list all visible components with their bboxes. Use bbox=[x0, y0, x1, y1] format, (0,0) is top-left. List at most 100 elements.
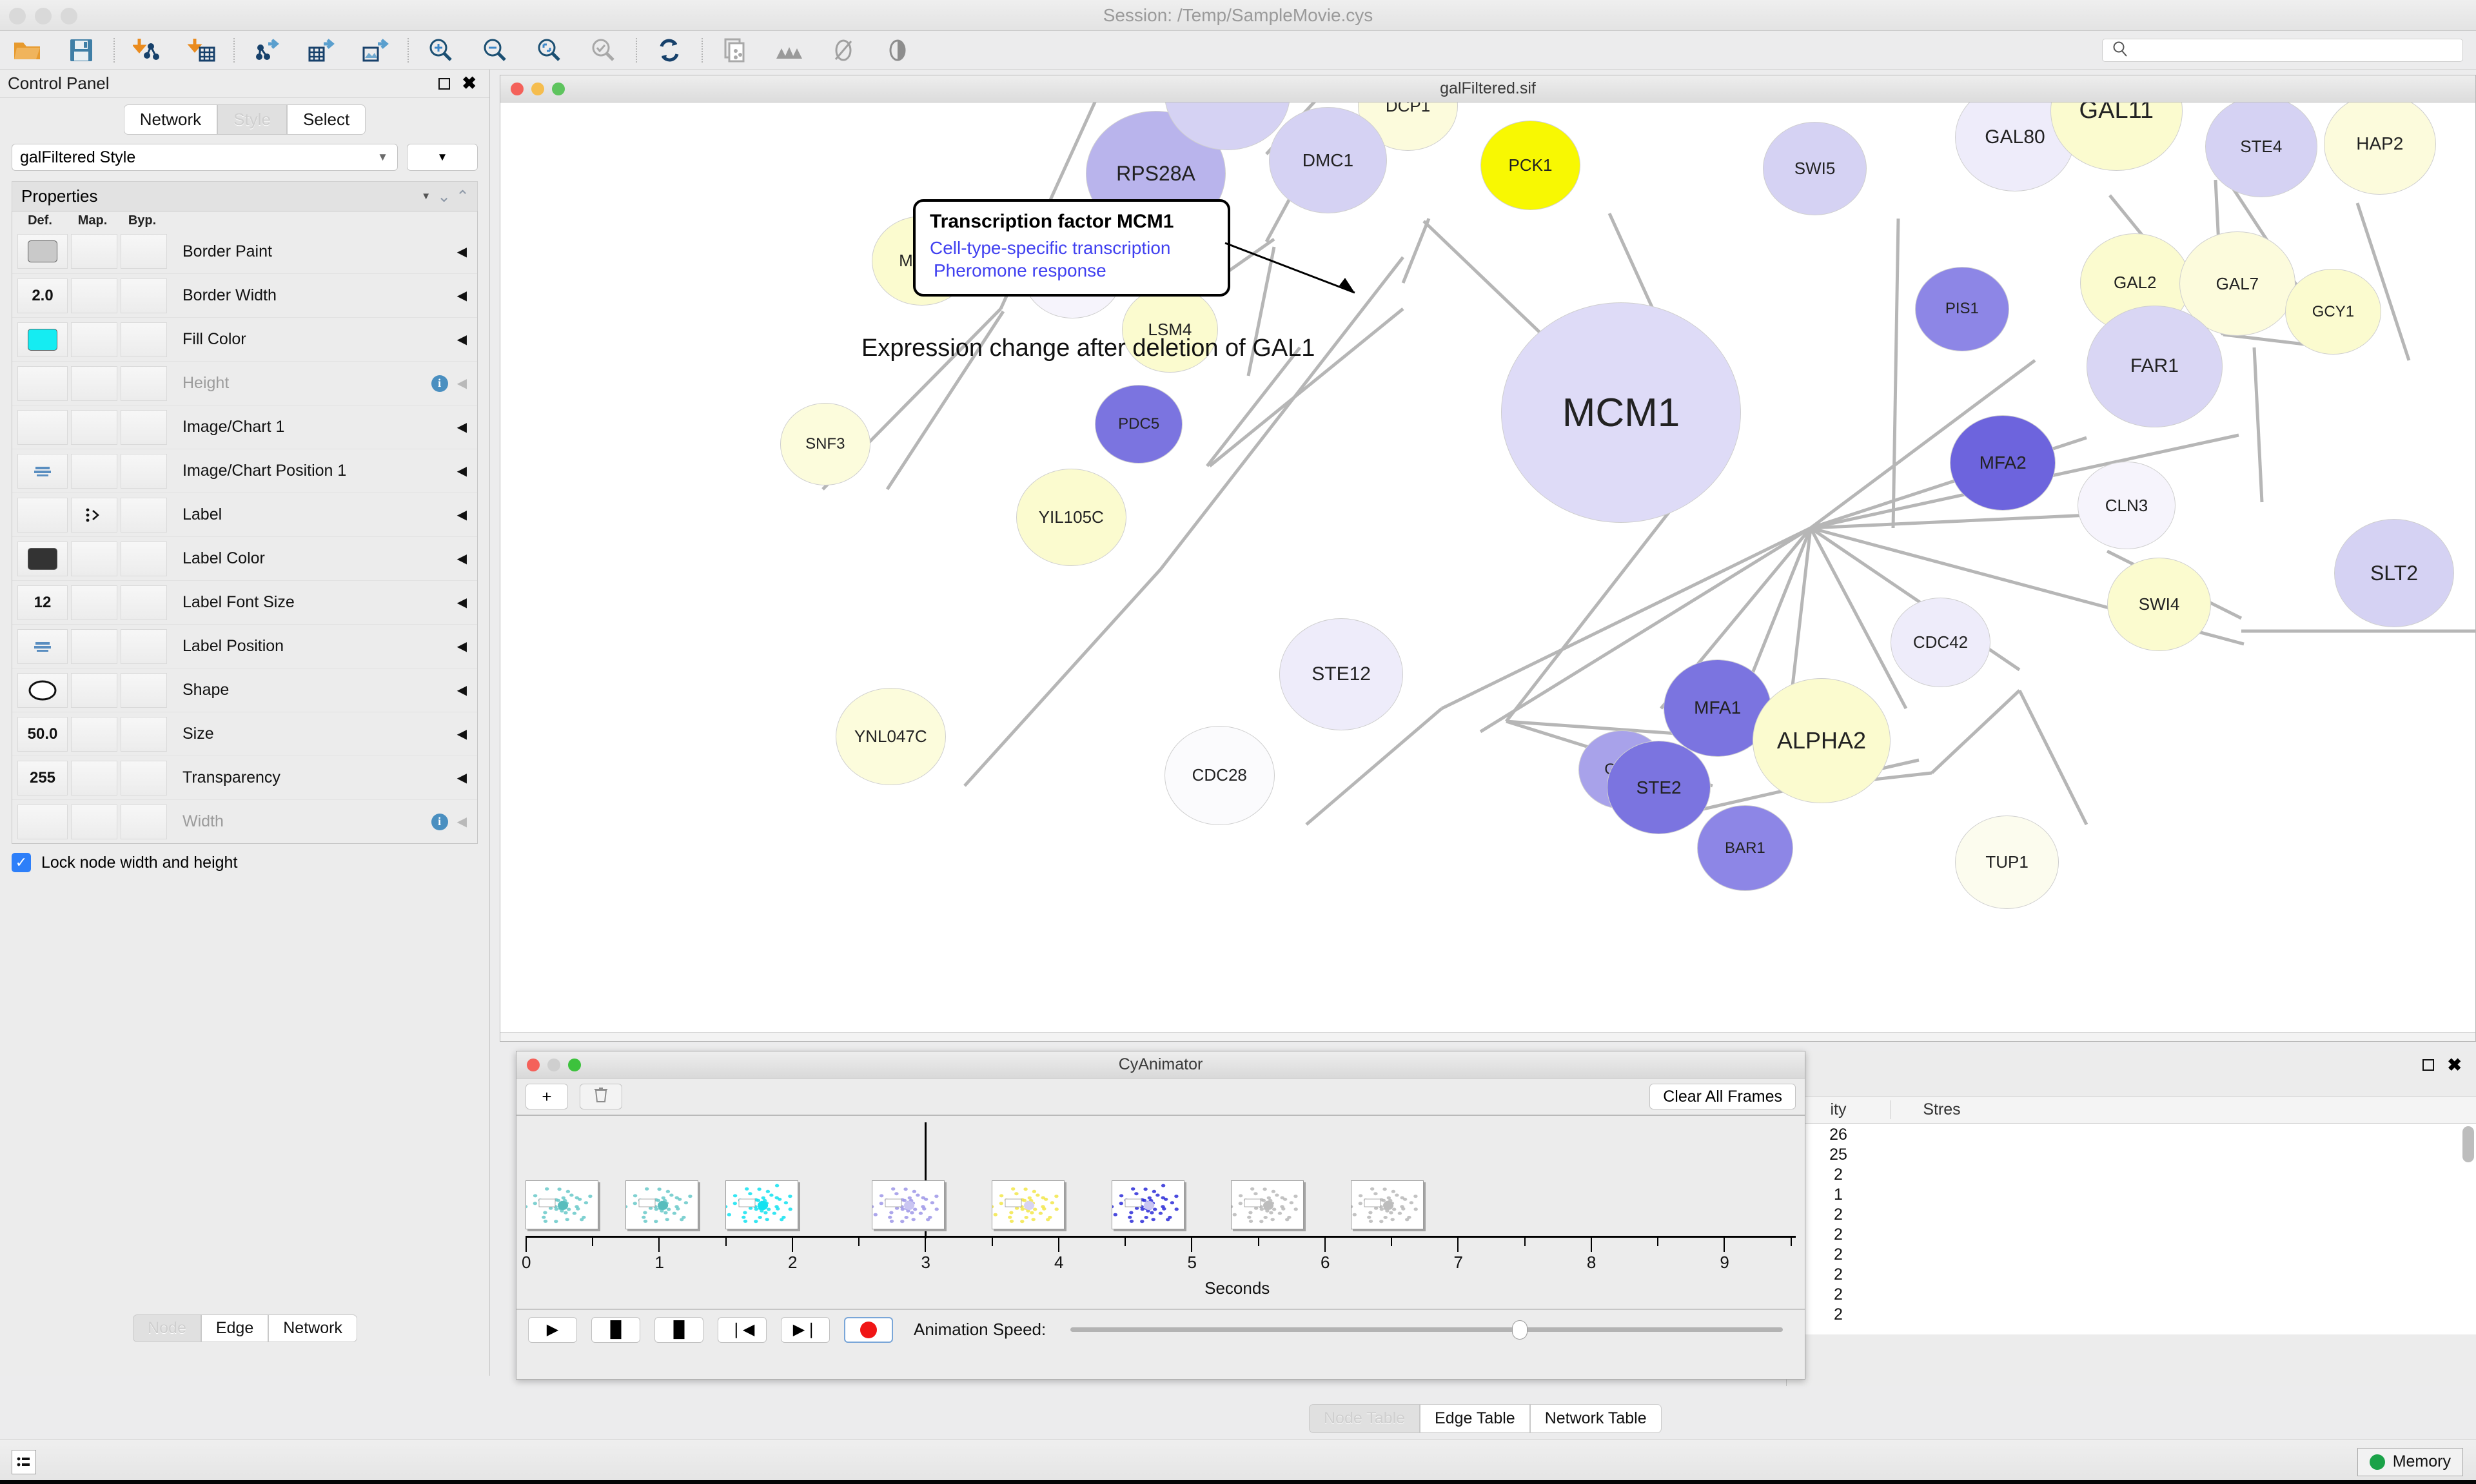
timeline-frame[interactable] bbox=[725, 1180, 798, 1229]
mcm1-annotation[interactable]: Transcription factor MCM1 Cell-type-spec… bbox=[913, 199, 1230, 297]
timeline-frame[interactable] bbox=[1111, 1180, 1184, 1229]
property-mapping-cell[interactable] bbox=[71, 672, 117, 708]
maximize-window-dot[interactable] bbox=[552, 83, 565, 95]
property-bypass-cell[interactable] bbox=[121, 278, 167, 313]
search-input[interactable] bbox=[2102, 39, 2463, 62]
maximize-window-dot[interactable] bbox=[568, 1059, 581, 1071]
refresh-icon[interactable] bbox=[642, 31, 696, 70]
property-row[interactable]: 255 Transparency ◀ bbox=[12, 756, 477, 799]
prev-frame-button[interactable]: ❘◀ bbox=[718, 1316, 767, 1343]
network-node[interactable]: ALPHA2 bbox=[1753, 678, 1891, 804]
property-row[interactable]: Label ◀ bbox=[12, 493, 477, 536]
pause-button[interactable]: ▐▌ bbox=[591, 1316, 640, 1343]
expand-property-arrow[interactable]: ◀ bbox=[457, 333, 467, 347]
close-window-dot[interactable] bbox=[527, 1059, 540, 1071]
network-node[interactable]: PDC5 bbox=[1095, 385, 1183, 464]
table-cell[interactable]: 26 bbox=[1829, 1126, 1847, 1144]
memory-status-button[interactable]: Memory bbox=[2357, 1447, 2463, 1476]
float-panel-icon[interactable] bbox=[438, 77, 451, 90]
network-hscrollbar[interactable] bbox=[500, 1032, 2475, 1041]
property-row[interactable]: Width i ◀ bbox=[12, 799, 477, 843]
expand-property-arrow[interactable]: ◀ bbox=[457, 771, 467, 785]
hide-selected-icon[interactable] bbox=[816, 31, 870, 70]
tab-network-style[interactable]: Network bbox=[268, 1314, 357, 1342]
animation-timeline[interactable]: 0 1 2 3 4 5 6 7 8 9 Seconds bbox=[516, 1116, 1805, 1309]
network-node[interactable]: GAL7 bbox=[2179, 231, 2295, 337]
lock-node-size-row[interactable]: ✓ Lock node width and height bbox=[0, 844, 489, 881]
expand-property-arrow[interactable]: ◀ bbox=[457, 464, 467, 478]
color-swatch[interactable] bbox=[28, 328, 57, 351]
network-node[interactable]: HAP2 bbox=[2324, 103, 2436, 195]
property-mapping-cell[interactable] bbox=[71, 716, 117, 752]
timeline-frame[interactable] bbox=[526, 1180, 598, 1229]
property-default-cell[interactable]: 255 bbox=[17, 760, 68, 796]
network-node[interactable]: CDC28 bbox=[1164, 726, 1275, 825]
property-bypass-cell[interactable] bbox=[121, 672, 167, 708]
network-node[interactable]: BAR1 bbox=[1697, 805, 1793, 892]
node-table-grid[interactable]: ity Stres 26 25 2 1 2 2 2 2 2 2 bbox=[1787, 1096, 2476, 1334]
lock-checkbox[interactable]: ✓ bbox=[12, 853, 31, 872]
property-row[interactable]: Image/Chart 1 ◀ bbox=[12, 405, 477, 449]
network-node[interactable]: PCK1 bbox=[1480, 121, 1580, 211]
expand-property-arrow[interactable]: ◀ bbox=[457, 727, 467, 741]
tab-edge[interactable]: Edge bbox=[201, 1314, 269, 1342]
timeline-frame[interactable] bbox=[991, 1180, 1065, 1229]
tab-style[interactable]: Style bbox=[217, 104, 287, 135]
property-default-cell[interactable] bbox=[17, 322, 68, 357]
add-frame-button[interactable]: + bbox=[526, 1084, 568, 1109]
property-row[interactable]: Fill Color ◀ bbox=[12, 317, 477, 361]
property-default-cell[interactable] bbox=[17, 409, 68, 445]
network-node[interactable]: CLN3 bbox=[2078, 462, 2176, 550]
import-table-icon[interactable] bbox=[174, 31, 228, 70]
property-default-cell[interactable]: 2.0 bbox=[17, 278, 68, 313]
property-mapping-cell[interactable] bbox=[71, 629, 117, 664]
tab-network[interactable]: Network bbox=[123, 104, 218, 135]
show-all-icon[interactable] bbox=[870, 31, 925, 70]
network-node[interactable]: GCY1 bbox=[2285, 269, 2381, 355]
property-bypass-cell[interactable] bbox=[121, 804, 167, 839]
network-node[interactable]: PIS1 bbox=[1915, 267, 2009, 351]
property-mapping-cell[interactable] bbox=[71, 804, 117, 839]
property-row[interactable]: Shape ◀ bbox=[12, 668, 477, 712]
network-node[interactable]: YIL105C bbox=[1016, 469, 1126, 566]
property-row[interactable]: 2.0 Border Width ◀ bbox=[12, 273, 477, 317]
property-mapping-cell[interactable] bbox=[71, 585, 117, 620]
record-button[interactable] bbox=[844, 1316, 893, 1343]
network-node[interactable]: MFA2 bbox=[1950, 415, 2056, 511]
property-default-cell[interactable] bbox=[17, 234, 68, 269]
timeline-frame[interactable] bbox=[871, 1180, 945, 1229]
property-default-cell[interactable] bbox=[17, 453, 68, 489]
list-icon[interactable] bbox=[12, 1449, 36, 1474]
delete-frame-button[interactable] bbox=[580, 1084, 622, 1109]
minimize-window-dot[interactable] bbox=[531, 83, 544, 95]
property-bypass-cell[interactable] bbox=[121, 366, 167, 401]
property-row[interactable]: 12 Label Font Size ◀ bbox=[12, 580, 477, 624]
network-node[interactable]: SWI5 bbox=[1763, 122, 1867, 215]
export-image-icon[interactable] bbox=[348, 31, 402, 70]
network-node[interactable]: MCM1 bbox=[1501, 302, 1741, 523]
network-node[interactable]: STE4 bbox=[2205, 103, 2317, 197]
tab-node-table[interactable]: Node Table bbox=[1309, 1404, 1420, 1433]
export-network-icon[interactable] bbox=[240, 31, 294, 70]
expand-property-arrow[interactable]: ◀ bbox=[457, 376, 467, 391]
property-mapping-cell[interactable] bbox=[71, 760, 117, 796]
network-node[interactable]: FAR1 bbox=[2087, 306, 2223, 427]
network-node[interactable]: STE2 bbox=[1607, 741, 1711, 834]
info-icon[interactable]: i bbox=[431, 813, 448, 830]
property-bypass-cell[interactable] bbox=[121, 585, 167, 620]
property-row[interactable]: 50.0 Size ◀ bbox=[12, 712, 477, 756]
table-cell[interactable]: 2 bbox=[1834, 1206, 1843, 1224]
expand-all-icon[interactable]: ⌄ bbox=[437, 187, 451, 206]
expand-property-arrow[interactable]: ◀ bbox=[457, 596, 467, 610]
next-frame-button[interactable]: ▶❘ bbox=[781, 1316, 830, 1343]
property-mapping-cell[interactable] bbox=[71, 497, 117, 532]
minimize-window-dot[interactable] bbox=[35, 8, 52, 24]
open-folder-icon[interactable] bbox=[0, 31, 54, 70]
property-bypass-cell[interactable] bbox=[121, 234, 167, 269]
table-cell[interactable]: 2 bbox=[1834, 1285, 1843, 1303]
property-bypass-cell[interactable] bbox=[121, 453, 167, 489]
property-default-cell[interactable] bbox=[17, 497, 68, 532]
network-node[interactable]: DMC1 bbox=[1269, 107, 1387, 214]
property-row[interactable]: Label Color ◀ bbox=[12, 536, 477, 580]
close-window-dot[interactable] bbox=[9, 8, 26, 24]
